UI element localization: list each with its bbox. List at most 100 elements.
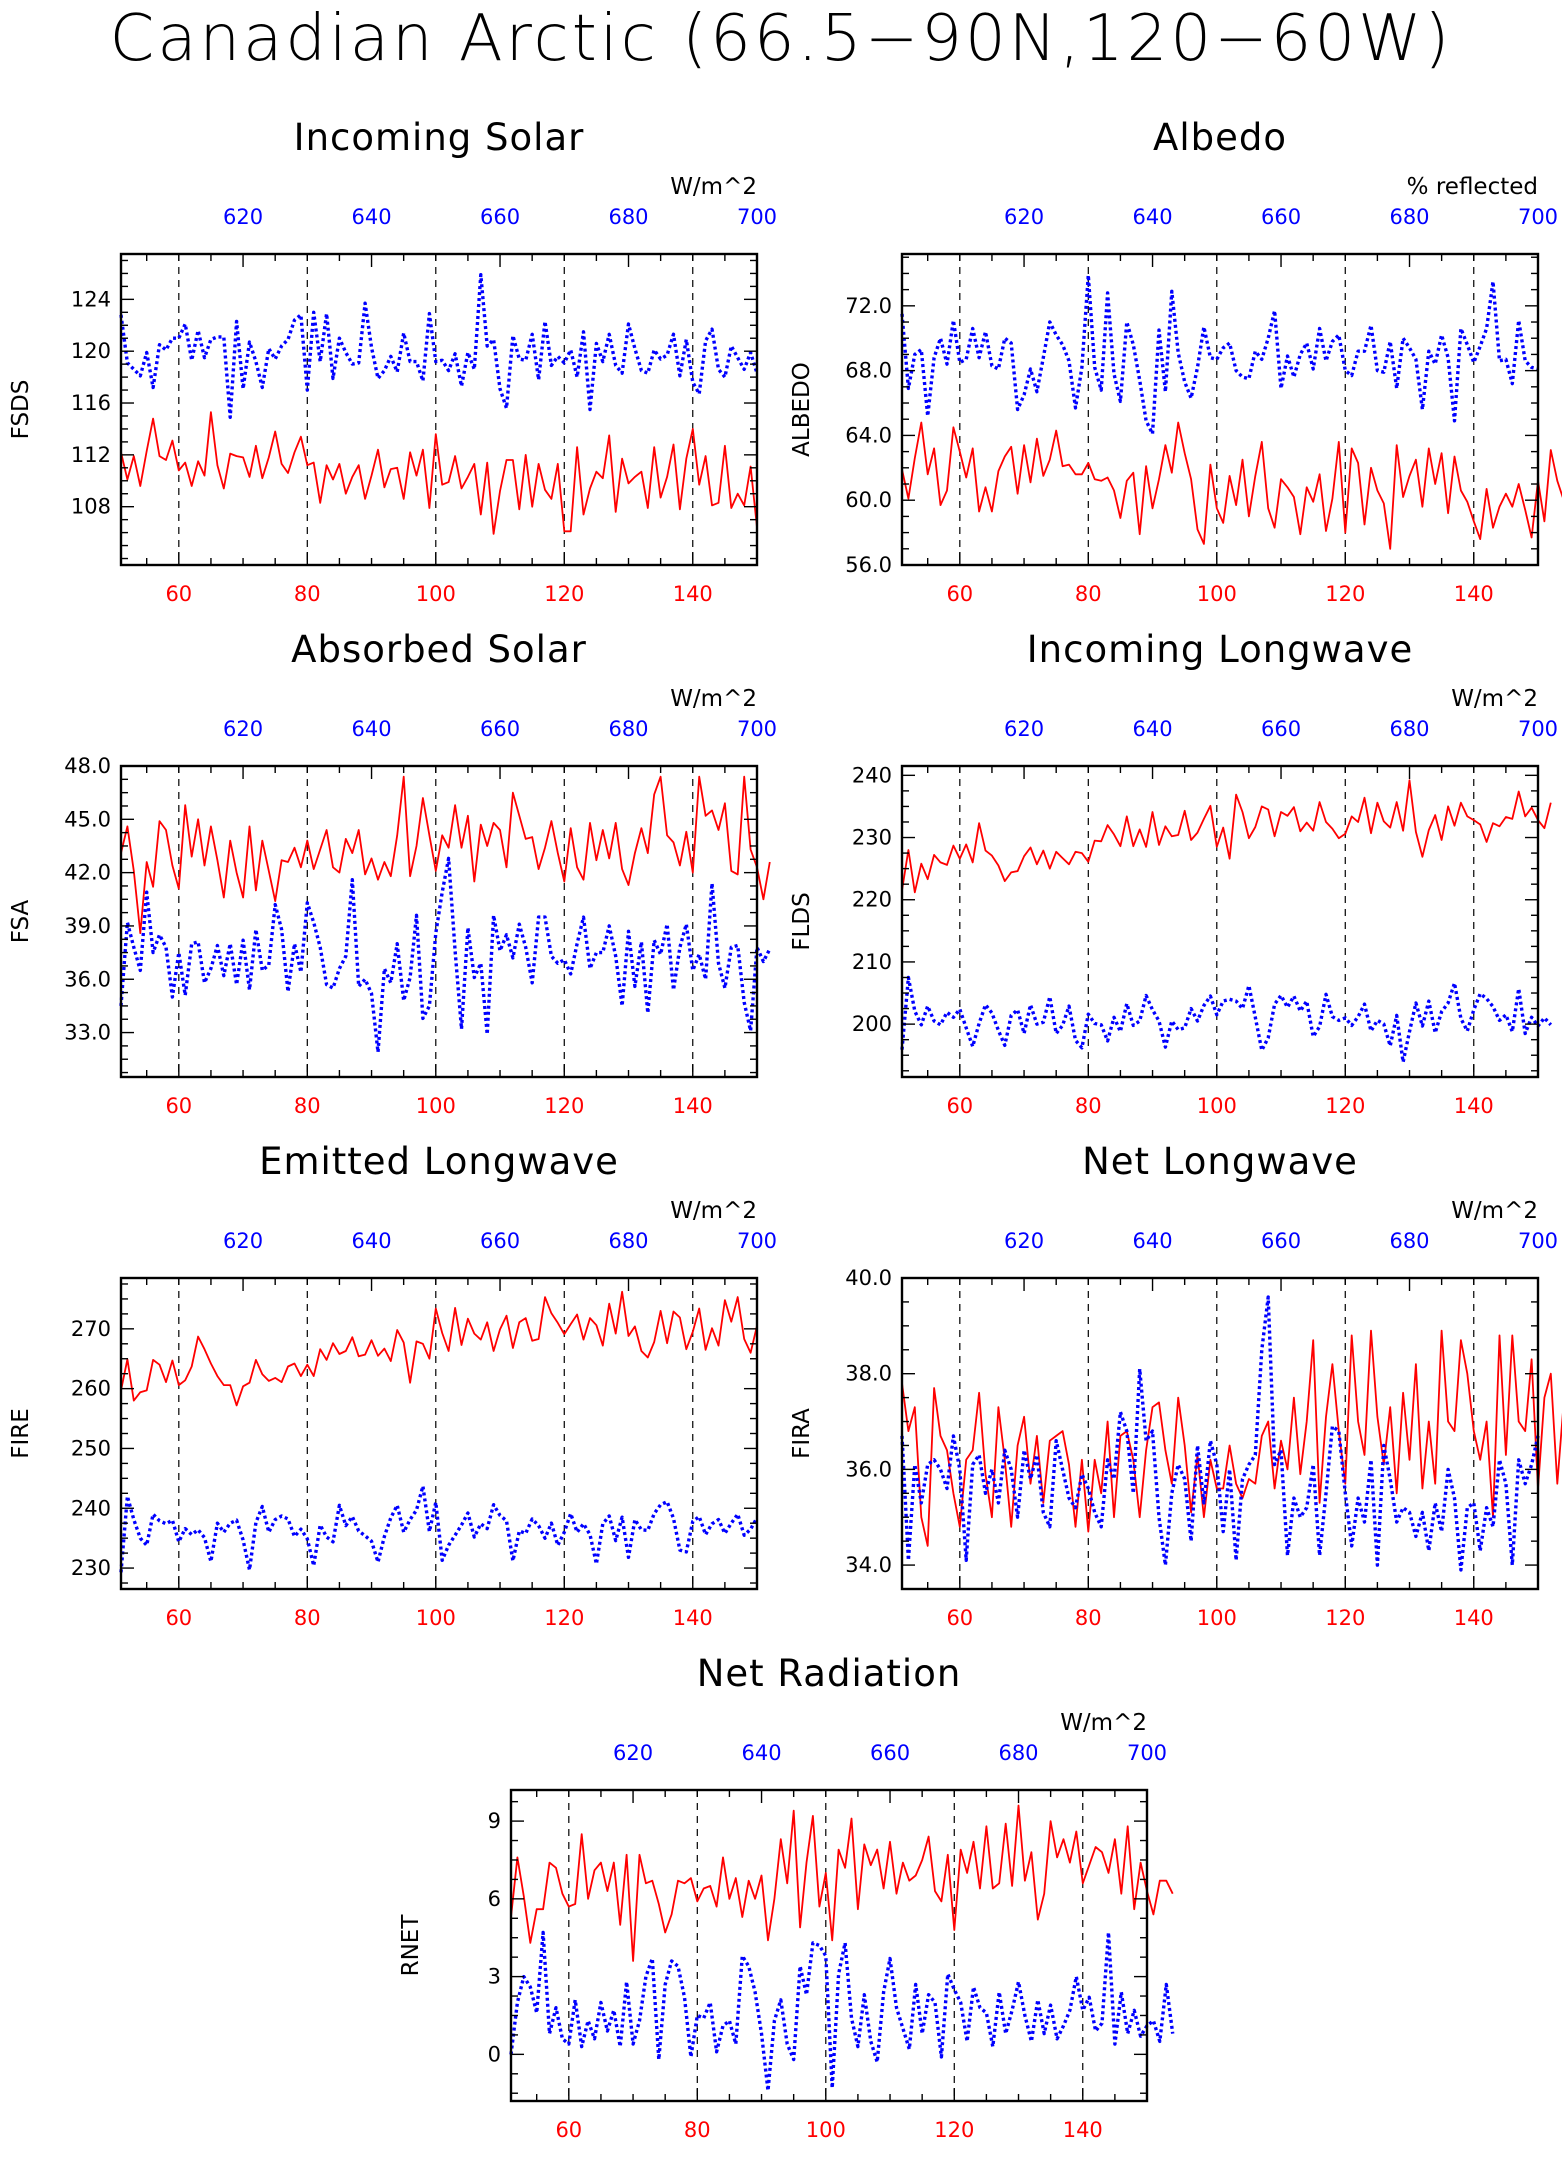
- y-tick-label: 116: [71, 391, 111, 415]
- chart-title: Absorbed Solar: [291, 628, 587, 671]
- x-tick-label-top: 640: [351, 717, 391, 741]
- series-line-top-axis: [900, 273, 1539, 436]
- y-axis-label: ALBEDO: [789, 362, 815, 457]
- x-tick-label-top: 640: [1132, 1229, 1172, 1253]
- chart-title: Net Radiation: [697, 1652, 962, 1695]
- unit-label: W/m^2: [1451, 1198, 1538, 1224]
- y-tick-label: 220: [852, 888, 892, 912]
- y-tick-label: 200: [852, 1012, 892, 1036]
- y-tick-label: 210: [852, 950, 892, 974]
- series-line-bottom-axis: [120, 775, 771, 935]
- x-tick-label-top: 700: [737, 1229, 777, 1253]
- x-tick-label-bottom: 60: [165, 1094, 192, 1118]
- x-tick-label-top: 680: [1389, 1229, 1429, 1253]
- y-tick-label: 48.0: [64, 754, 111, 778]
- plot-frame: [119, 252, 759, 567]
- chart-title: Incoming Longwave: [1027, 628, 1414, 671]
- x-tick-label-top: 700: [1127, 1741, 1167, 1765]
- chart-svg: Net Longwave W/m^2 FIRA 60 80 100 120 140 620 640…: [789, 1140, 1562, 1630]
- chart-svg: Albedo % reflected ALBEDO 60 80 100 120 140 620 6…: [789, 116, 1562, 606]
- series-line-top-axis: [119, 856, 772, 1054]
- series-line-top-axis: [509, 1930, 1175, 2093]
- panel-net-longwave: Net Longwave W/m^2 FIRA 60 80 100 120 140 620 640…: [781, 1134, 1562, 1644]
- y-tick-label: 45.0: [64, 807, 111, 831]
- chart-svg: Emitted Longwave W/m^2 FIRE 60 80 100 120 140 62…: [8, 1140, 777, 1630]
- x-tick-label-top: 640: [741, 1741, 781, 1765]
- x-tick-label-bottom: 140: [1063, 2118, 1103, 2142]
- chart-title: Incoming Solar: [294, 116, 585, 159]
- x-tick-label-top: 620: [1004, 1229, 1044, 1253]
- series-line-bottom-axis: [901, 779, 1552, 894]
- series-line-top-axis: [900, 975, 1553, 1064]
- series-line-top-axis: [119, 1484, 759, 1573]
- x-tick-label-bottom: 80: [1075, 1606, 1102, 1630]
- y-tick-label: 270: [71, 1317, 111, 1341]
- x-tick-label-top: 700: [1518, 205, 1558, 229]
- x-tick-label-bottom: 80: [1075, 1094, 1102, 1118]
- x-tick-label-bottom: 100: [416, 582, 456, 606]
- series-line-bottom-axis: [510, 1804, 1174, 1962]
- x-tick-label-bottom: 80: [1075, 582, 1102, 606]
- x-tick-label-top: 700: [1518, 717, 1558, 741]
- x-tick-label-top: 660: [480, 717, 520, 741]
- y-tick-label: 60.0: [845, 488, 892, 512]
- unit-label: % reflected: [1407, 174, 1538, 200]
- x-tick-label-top: 620: [1004, 205, 1044, 229]
- y-tick-label: 68.0: [845, 359, 892, 383]
- x-tick-label-bottom: 60: [165, 1606, 192, 1630]
- y-tick-label: 33.0: [64, 1021, 111, 1045]
- y-axis-label: FSDS: [8, 380, 34, 440]
- x-tick-label-bottom: 120: [1325, 582, 1365, 606]
- x-tick-label-bottom: 80: [294, 1606, 321, 1630]
- x-tick-label-bottom: 120: [544, 1606, 584, 1630]
- y-tick-label: 38.0: [845, 1362, 892, 1386]
- series-line-bottom-axis: [120, 411, 758, 535]
- x-tick-label-bottom: 60: [555, 2118, 582, 2142]
- x-tick-label-top: 700: [1518, 1229, 1558, 1253]
- y-tick-label: 64.0: [845, 423, 892, 447]
- y-axis-label: RNET: [398, 1914, 424, 1977]
- chart-title: Emitted Longwave: [259, 1140, 619, 1183]
- x-tick-label-bottom: 60: [946, 582, 973, 606]
- x-tick-label-bottom: 140: [673, 1094, 713, 1118]
- y-tick-label: 230: [852, 826, 892, 850]
- unit-label: W/m^2: [670, 174, 757, 200]
- y-axis-label: FSA: [8, 899, 34, 943]
- series-line-bottom-axis: [901, 421, 1562, 550]
- x-tick-label-top: 700: [737, 205, 777, 229]
- unit-label: W/m^2: [670, 686, 757, 712]
- y-tick-label: 39.0: [64, 914, 111, 938]
- x-tick-label-bottom: 140: [1454, 1606, 1494, 1630]
- panel-albedo: Albedo % reflected ALBEDO 60 80 100 120 140 620 6…: [781, 110, 1562, 620]
- x-tick-label-top: 620: [223, 205, 263, 229]
- y-tick-label: 56.0: [845, 553, 892, 577]
- x-tick-label-top: 640: [1132, 205, 1172, 229]
- y-tick-label: 72.0: [845, 294, 892, 318]
- unit-label: W/m^2: [670, 1198, 757, 1224]
- y-axis-label: FIRA: [789, 1408, 815, 1459]
- chart-title: Net Longwave: [1082, 1140, 1358, 1183]
- x-tick-label-top: 640: [351, 1229, 391, 1253]
- x-tick-label-bottom: 100: [1197, 1606, 1237, 1630]
- y-tick-label: 0: [488, 2042, 501, 2066]
- x-tick-label-bottom: 120: [934, 2118, 974, 2142]
- y-tick-label: 6: [488, 1887, 501, 1911]
- y-tick-label: 112: [71, 443, 111, 467]
- x-tick-label-top: 660: [480, 1229, 520, 1253]
- x-tick-label-bottom: 60: [165, 582, 192, 606]
- x-tick-label-top: 620: [613, 1741, 653, 1765]
- x-tick-label-bottom: 80: [684, 2118, 711, 2142]
- y-tick-label: 108: [71, 495, 111, 519]
- y-tick-label: 36.0: [64, 967, 111, 991]
- x-tick-label-top: 620: [1004, 717, 1044, 741]
- x-tick-label-top: 660: [870, 1741, 910, 1765]
- x-tick-label-top: 620: [223, 1229, 263, 1253]
- page-title: Canadian Arctic (66.5−90N,120−60W): [109, 2, 1453, 76]
- x-tick-label-bottom: 100: [1197, 582, 1237, 606]
- series-line-bottom-axis: [901, 1329, 1562, 1547]
- x-tick-label-bottom: 100: [806, 2118, 846, 2142]
- x-tick-label-top: 660: [1261, 1229, 1301, 1253]
- unit-label: W/m^2: [1060, 1710, 1147, 1736]
- x-tick-label-bottom: 80: [294, 1094, 321, 1118]
- x-tick-label-bottom: 140: [1454, 1094, 1494, 1118]
